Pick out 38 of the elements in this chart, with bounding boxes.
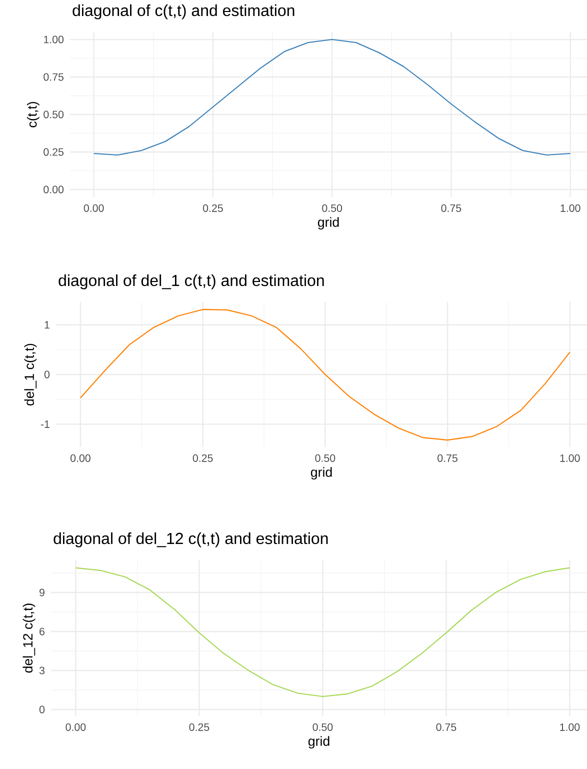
- y-axis-title: c(t,t): [26, 102, 40, 128]
- y-tick-label: 0: [44, 370, 50, 378]
- x-tick-label: 0.75: [441, 204, 462, 212]
- y-tick-label: 1.00: [44, 36, 64, 44]
- x-tick-label: 0.25: [192, 454, 213, 462]
- y-tick-label: 0.50: [44, 110, 64, 118]
- y-tick-label: 0: [39, 706, 45, 714]
- x-axis-title: grid: [318, 217, 339, 230]
- chart-title: diagonal of c(t,t) and estimation: [72, 4, 294, 20]
- y-tick-label: -1: [40, 420, 50, 428]
- y-tick-label: 0.00: [44, 186, 64, 194]
- y-tick-label: 1: [44, 321, 50, 329]
- line-series: [75, 567, 570, 698]
- chart-title: diagonal of del_12 c(t,t) and estimation: [54, 532, 328, 548]
- x-tick-label: 0.25: [189, 723, 210, 731]
- x-axis-title: grid: [308, 736, 330, 749]
- y-tick-label: 9: [40, 588, 44, 596]
- y-axis-title: del_12 c(t,t): [22, 604, 36, 673]
- chart-title: diagonal of del_1 c(t,t) and estimation: [58, 274, 324, 290]
- x-tick-label: 0.00: [70, 454, 90, 462]
- line-series: [80, 308, 570, 441]
- y-axis-title: del_1 c(t,t): [24, 344, 37, 406]
- x-tick-label: 0.50: [312, 723, 333, 731]
- y-tick-label: 0.25: [44, 148, 64, 156]
- x-tick-label: 0.50: [315, 454, 336, 462]
- x-tick-label: 1.00: [560, 454, 580, 462]
- x-tick-label: 0.50: [322, 204, 342, 212]
- x-tick-label: 1.00: [560, 723, 580, 731]
- y-tick-label: 0.75: [44, 73, 64, 81]
- x-tick-label: 0.00: [84, 204, 104, 212]
- y-tick-label: 6: [40, 628, 44, 636]
- x-tick-label: 0.75: [436, 723, 456, 731]
- x-tick-label: 0.75: [438, 454, 458, 462]
- x-axis-title: grid: [310, 467, 332, 480]
- x-tick-label: 1.00: [560, 204, 580, 212]
- y-tick-label: 3: [39, 666, 44, 674]
- x-tick-label: 0.25: [202, 204, 223, 212]
- x-tick-label: 0.00: [66, 723, 86, 731]
